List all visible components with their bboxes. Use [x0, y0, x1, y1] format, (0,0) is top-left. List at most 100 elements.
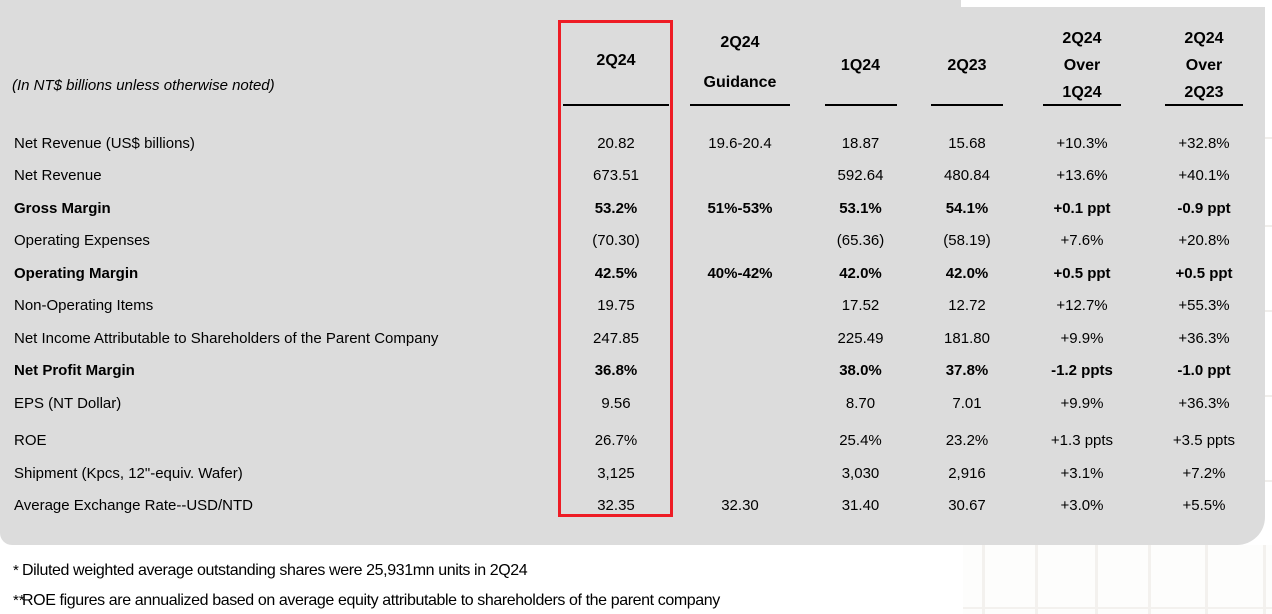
header-underline: [931, 104, 1003, 106]
cell-q2_23: 15.68: [948, 134, 986, 152]
column-header-line: Over: [1185, 57, 1223, 74]
row-label: Net Income Attributable to Shareholders …: [14, 329, 439, 347]
row-label: Net Revenue: [14, 167, 102, 185]
row-label: ROE: [14, 432, 47, 450]
cell-q1_24: 53.1%: [839, 199, 882, 217]
footnote-marker: *: [13, 562, 19, 579]
cell-q2_23: 2,916: [948, 464, 986, 482]
cell-q2_24_over_2q23: -1.0 ppt: [1177, 362, 1231, 380]
column-header-line: 2Q24: [1062, 30, 1102, 47]
cell-q2_24: (70.30): [592, 232, 640, 250]
row-label: Net Revenue (US$ billions): [14, 134, 195, 152]
cell-q2_24_over_2q23: -0.9 ppt: [1177, 199, 1231, 217]
header-underline: [824, 104, 897, 106]
cell-q2_23: 37.8%: [945, 362, 989, 380]
table-row: Non-Operating Items 19.75 17.52 12.72 +12.7%…: [0, 290, 1265, 323]
table-row: EPS (NT Dollar) 9.56 8.70 7.01 +9.9% +36.3%: [0, 387, 1265, 420]
table-row: Net Revenue 673.51 592.64 480.84 +13.6% +40.1…: [0, 160, 1265, 193]
cell-q2_24_over_2q23: +3.5 ppts: [1172, 432, 1236, 450]
cell-q2_24_over_1q24: +3.0%: [1060, 497, 1104, 515]
cell-q2_23: (58.19): [943, 232, 991, 250]
cell-q1_24: 25.4%: [839, 432, 882, 450]
table-row: Shipment (Kpcs, 12"-equiv. Wafer) 3,125 3,…: [0, 457, 1265, 490]
cell-q2_24: 26.7%: [594, 432, 638, 450]
row-label: EPS (NT Dollar): [14, 394, 122, 412]
cell-q2_24_guidance: 32.30: [721, 497, 759, 515]
cell-q2_23: 7.01: [952, 394, 982, 412]
table-row: Net Income Attributable to Shareholders …: [0, 322, 1265, 355]
cell-q2_24_over_1q24: -1.2 ppts: [1051, 362, 1113, 380]
table-header-row: 2Q24 2Q24 Guidance 1Q24 2Q23 2Q24 Over 1Q24…: [0, 7, 1265, 106]
cell-q2_23: 54.1%: [945, 199, 989, 217]
cell-q2_24: 36.8%: [594, 362, 638, 380]
header-underline: [1043, 104, 1121, 106]
cell-q1_24: 8.70: [845, 394, 876, 412]
cell-q2_24: 19.75: [597, 297, 635, 315]
cell-q2_24_over_1q24: +1.3 ppts: [1050, 432, 1114, 450]
background-grid: [963, 545, 1272, 614]
header-underline: [1165, 104, 1243, 106]
row-label: Non-Operating Items: [14, 297, 154, 315]
footnote: ** ROE figures are annualized based on av…: [0, 591, 1000, 611]
table-row: Gross Margin 53.2% 51%-53% 53.1% 54.1% +0.1 p…: [0, 192, 1265, 225]
table-row: Net Revenue (US$ billions) 20.82 19.6-20.4…: [0, 127, 1265, 160]
cell-q2_24_over_1q24: +3.1%: [1060, 464, 1104, 482]
column-header-line: 2Q23: [947, 57, 987, 74]
cell-q2_24_over_1q24: +0.5 ppt: [1053, 264, 1111, 282]
cell-q2_24: 247.85: [593, 329, 639, 347]
column-header-line: 1Q24: [1062, 84, 1102, 101]
cell-q1_24: (65.36): [836, 232, 885, 250]
cell-q2_23: 12.72: [948, 297, 986, 315]
row-label: Net Profit Margin: [14, 362, 135, 380]
table-row: Operating Expenses (70.30) (65.36) (58.19) +…: [0, 225, 1265, 258]
footnote-text: Diluted weighted average outstanding sha…: [22, 562, 528, 579]
column-header-2q24-over-1q24: 2Q24 Over 1Q24: [1021, 7, 1143, 106]
cell-q1_24: 3,030: [841, 464, 880, 482]
column-header-1q24: 1Q24: [808, 7, 913, 106]
column-header-line: 2Q23: [1184, 84, 1224, 101]
cell-q2_24_over_1q24: +9.9%: [1060, 394, 1104, 412]
header-underline: [690, 104, 790, 106]
cell-q2_24_over_1q24: +12.7%: [1056, 297, 1108, 315]
cell-q2_24_over_2q23: +36.3%: [1178, 329, 1230, 347]
column-header-line: 2Q24: [596, 52, 636, 69]
column-header-2q23: 2Q23: [913, 7, 1021, 106]
cell-q2_24_guidance: 19.6-20.4: [708, 134, 772, 152]
cell-q1_24: 42.0%: [839, 264, 882, 282]
column-header-2q24-guidance: 2Q24 Guidance: [672, 7, 808, 106]
cell-q2_24_over_2q23: +0.5 ppt: [1175, 264, 1233, 282]
row-label: Operating Margin: [14, 264, 139, 282]
cell-q2_24_over_1q24: +9.9%: [1060, 329, 1104, 347]
row-label: Gross Margin: [14, 199, 111, 217]
cell-q1_24: 17.52: [841, 297, 880, 315]
cell-q2_24_over_2q23: +40.1%: [1178, 167, 1230, 185]
cell-q2_24: 53.2%: [594, 199, 638, 217]
cell-q2_24_over_1q24: +10.3%: [1056, 134, 1108, 152]
row-label: Shipment (Kpcs, 12"-equiv. Wafer): [14, 464, 243, 482]
cell-q1_24: 225.49: [837, 329, 884, 347]
table-row: Operating Margin 42.5% 40%-42% 42.0% 42.0% +0…: [0, 257, 1265, 290]
cell-q2_23: 480.84: [944, 167, 990, 185]
units-note: (In NT$ billions unless otherwise noted): [12, 77, 275, 94]
row-label: Average Exchange Rate--USD/NTD: [14, 497, 253, 515]
header-underline: [563, 104, 669, 106]
cell-q2_23: 42.0%: [945, 264, 989, 282]
cell-q2_24_over_2q23: +20.8%: [1178, 232, 1230, 250]
cell-q2_23: 181.80: [944, 329, 990, 347]
cell-q2_24_over_1q24: +7.6%: [1060, 232, 1104, 250]
column-header-2q24-over-2q23: 2Q24 Over 2Q23: [1143, 7, 1265, 106]
cell-q1_24: 18.87: [841, 134, 880, 152]
cell-q2_24: 32.35: [597, 497, 635, 515]
table-body: Net Revenue (US$ billions) 20.82 19.6-20.4…: [0, 127, 1265, 522]
cell-q2_24_over_2q23: +36.3%: [1178, 394, 1230, 412]
cell-q2_23: 23.2%: [945, 432, 989, 450]
column-header-line: 1Q24: [840, 57, 881, 74]
footnote: * Diluted weighted average outstanding sh…: [0, 561, 1000, 581]
cell-q2_24: 20.82: [597, 134, 635, 152]
column-header-line: 2Q24: [1184, 30, 1224, 47]
footnote-text: ROE figures are annualized based on aver…: [22, 592, 720, 609]
cell-q2_24: 673.51: [593, 167, 639, 185]
cell-q2_24_over_2q23: +55.3%: [1178, 297, 1230, 315]
cell-q2_24_over_2q23: +32.8%: [1178, 134, 1230, 152]
